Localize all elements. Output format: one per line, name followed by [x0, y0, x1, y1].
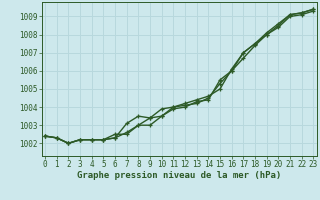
X-axis label: Graphe pression niveau de la mer (hPa): Graphe pression niveau de la mer (hPa): [77, 171, 281, 180]
